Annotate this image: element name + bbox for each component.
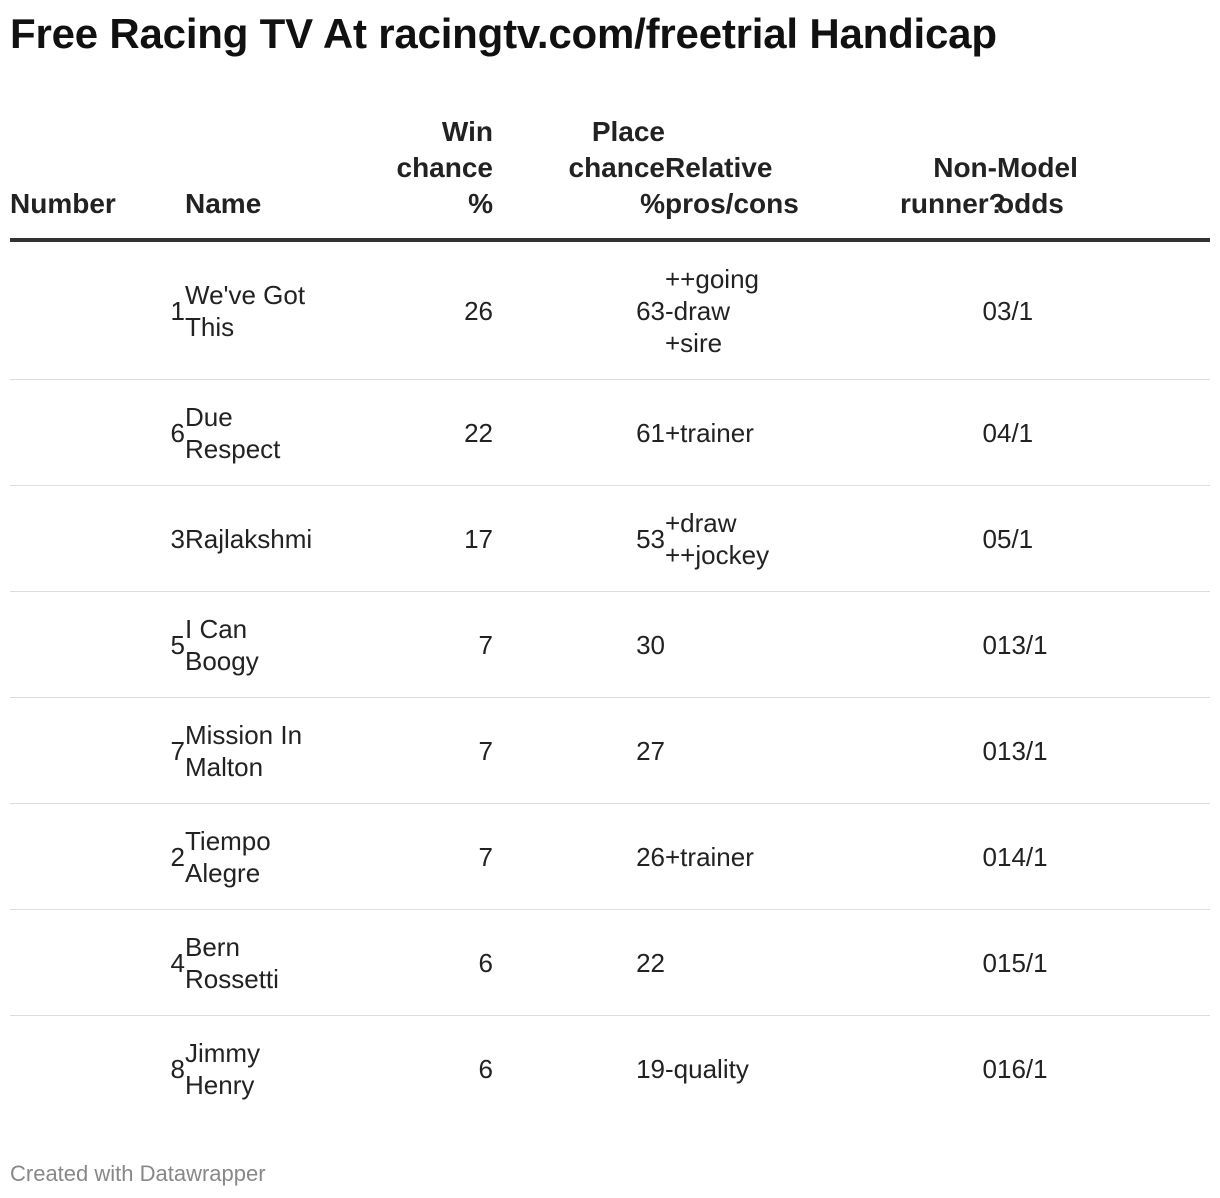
cell-pros-cons: +trainer bbox=[665, 379, 900, 486]
cell-name: Rajlakshmi bbox=[185, 485, 335, 592]
cell-model-odds: 15/1 bbox=[997, 909, 1210, 1016]
cell-number: 4 bbox=[10, 909, 185, 1016]
cell-place-chance: 53 bbox=[493, 485, 665, 592]
cell-model-odds: 13/1 bbox=[997, 591, 1210, 698]
cell-non-runner: 0 bbox=[900, 697, 997, 804]
cell-win-chance: 6 bbox=[478, 1053, 493, 1084]
cell-pros-cons bbox=[665, 909, 900, 1016]
cell-number: 7 bbox=[10, 697, 185, 804]
column-header-place-chance[interactable]: Place chance % bbox=[493, 114, 665, 242]
cell-name: Tiempo Alegre bbox=[185, 803, 335, 910]
column-header-win-chance[interactable]: Win chance % bbox=[335, 114, 493, 242]
cell-place-chance: 30 bbox=[493, 591, 665, 698]
cell-number: 8 bbox=[170, 1053, 185, 1084]
cell-non-runner: 0 bbox=[900, 240, 997, 380]
cell-place-chance: 19 bbox=[636, 1053, 665, 1084]
cell-win-chance: 7 bbox=[335, 803, 493, 910]
cell-number: 5 bbox=[10, 591, 185, 698]
cell-win-chance: 7 bbox=[335, 591, 493, 698]
cell-model-odds: 5/1 bbox=[997, 485, 1210, 592]
results-table: Number Name Win chance % Place chance % … bbox=[10, 114, 1210, 1121]
table-row: 4 Bern Rossetti 6 22 0 15/1 bbox=[10, 909, 1210, 1016]
cell-non-runner: 0 bbox=[900, 485, 997, 592]
cell-model-odds: 4/1 bbox=[997, 379, 1210, 486]
table-row: 3 Rajlakshmi 17 53 +draw ++jockey 0 5/1 bbox=[10, 485, 1210, 592]
cell-non-runner: 0 bbox=[982, 1053, 997, 1084]
cell-number: 6 bbox=[10, 379, 185, 486]
column-header-number[interactable]: Number bbox=[10, 114, 185, 242]
table-header-row: Number Name Win chance % Place chance % … bbox=[10, 114, 1210, 242]
table-row: 2 Tiempo Alegre 7 26 +trainer 0 14/1 bbox=[10, 803, 1210, 910]
cell-name: I Can Boogy bbox=[185, 591, 335, 698]
page-title: Free Racing TV At racingtv.com/freetrial… bbox=[10, 10, 997, 57]
column-header-model-odds[interactable]: Model odds bbox=[997, 114, 1210, 242]
cell-win-chance: 6 bbox=[335, 909, 493, 1016]
cell-name: Bern Rossetti bbox=[185, 909, 335, 1016]
cell-pros-cons bbox=[665, 591, 900, 698]
cell-place-chance: 61 bbox=[493, 379, 665, 486]
cell-win-chance: 22 bbox=[335, 379, 493, 486]
cell-win-chance: 7 bbox=[335, 697, 493, 804]
cell-name: Due Respect bbox=[185, 379, 335, 486]
cell-place-chance: 22 bbox=[493, 909, 665, 1016]
cell-non-runner: 0 bbox=[900, 803, 997, 910]
cell-name: Mission In Malton bbox=[185, 697, 335, 804]
credit-footer: Created with Datawrapper bbox=[10, 1161, 266, 1186]
cell-model-odds: 13/1 bbox=[997, 697, 1210, 804]
cell-pros-cons: ++going -draw +sire bbox=[665, 240, 900, 380]
cell-place-chance: 27 bbox=[493, 697, 665, 804]
cell-pros-cons bbox=[665, 697, 900, 804]
cell-pros-cons: +draw ++jockey bbox=[665, 485, 900, 592]
column-header-non-runner[interactable]: Non- runner? bbox=[900, 114, 1006, 242]
table-row: 6 Due Respect 22 61 +trainer 0 4/1 bbox=[10, 379, 1210, 486]
cell-win-chance: 26 bbox=[335, 240, 493, 380]
cell-place-chance: 63 bbox=[493, 240, 665, 380]
cell-model-odds: 14/1 bbox=[997, 803, 1210, 910]
cell-pros-cons: -quality bbox=[665, 1053, 749, 1084]
cell-non-runner: 0 bbox=[900, 379, 997, 486]
cell-place-chance: 26 bbox=[493, 803, 665, 910]
cell-non-runner: 0 bbox=[900, 591, 997, 698]
cell-win-chance: 17 bbox=[335, 485, 493, 592]
cell-pros-cons: +trainer bbox=[665, 803, 900, 910]
cell-number: 3 bbox=[10, 485, 185, 592]
table-body: 1 We've Got This 26 63 ++going -draw +sire 0 3… bbox=[10, 240, 1210, 1121]
table-row: 7 Mission In Malton 7 27 0 13/1 bbox=[10, 697, 1210, 804]
cell-model-odds: 16/1 bbox=[997, 1053, 1048, 1084]
cell-number: 1 bbox=[10, 240, 185, 380]
cell-name: Jimmy Henry bbox=[185, 1037, 261, 1100]
cell-non-runner: 0 bbox=[900, 909, 997, 1016]
cell-model-odds: 3/1 bbox=[997, 240, 1210, 380]
cell-name: We've Got This bbox=[185, 240, 335, 380]
cell-number: 2 bbox=[10, 803, 185, 910]
table-row: 1 We've Got This 26 63 ++going -draw +sire 0 3… bbox=[10, 240, 1210, 380]
column-header-pros-cons[interactable]: Relative pros/cons bbox=[665, 114, 900, 242]
column-header-name[interactable]: Name bbox=[185, 114, 335, 242]
table-row: 8 Jimmy Henry 6 19 -quality 0 16/1 bbox=[10, 1016, 1210, 1122]
